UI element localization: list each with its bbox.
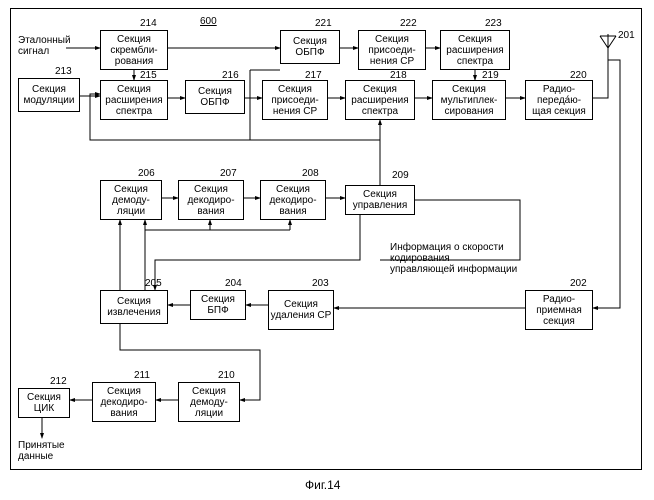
block-209: Секция управления: [345, 185, 415, 215]
num-209: 209: [392, 170, 409, 181]
title-ref: 600: [200, 16, 217, 27]
block-203: Секция удаления СР: [268, 290, 334, 330]
block-223: Секция расширения спектра: [440, 30, 510, 70]
num-211: 211: [134, 370, 150, 381]
num-203: 203: [312, 278, 329, 289]
num-215: 215: [140, 70, 157, 81]
block-218: Секция расширения спектра: [345, 80, 415, 120]
block-207: Секция декодиро- вания: [178, 180, 244, 220]
block-206: Секция демоду- ляции: [100, 180, 162, 220]
antenna-icon: [598, 34, 618, 62]
block-217: Секция присоеди- нения СР: [262, 80, 328, 120]
block-211: Секция декодиро- вания: [92, 382, 156, 422]
num-219: 219: [482, 70, 499, 81]
block-219: Секция мультиплек- сирования: [432, 80, 506, 120]
num-206: 206: [138, 168, 155, 179]
num-216: 216: [222, 70, 239, 81]
block-202: Радио- приемная секция: [525, 290, 593, 330]
block-208: Секция декодиро- вания: [260, 180, 326, 220]
num-201: 201: [618, 30, 635, 41]
num-210: 210: [218, 370, 235, 381]
input-label: Эталонный сигнал: [18, 35, 71, 57]
block-205: Секция извлечения: [100, 290, 168, 324]
block-212: Секция ЦИК: [18, 388, 70, 418]
block-215: Секция расширения спектра: [100, 80, 168, 120]
num-208: 208: [302, 168, 319, 179]
block-210: Секция демоду- ляции: [178, 382, 240, 422]
num-213: 213: [55, 66, 72, 77]
num-214: 214: [140, 18, 157, 29]
info-text: Информация о скорости кодирования управл…: [390, 242, 517, 275]
block-220: Радио- переда́ю- щая секция: [525, 80, 593, 120]
block-213: Секция модуляции: [18, 78, 80, 112]
num-207: 207: [220, 168, 237, 179]
num-202: 202: [570, 278, 587, 289]
num-221: 221: [315, 18, 332, 29]
block-204: Секция БПФ: [190, 290, 246, 320]
num-217: 217: [305, 70, 322, 81]
num-222: 222: [400, 18, 417, 29]
block-222: Секция присоеди- нения СР: [358, 30, 426, 70]
num-204: 204: [225, 278, 242, 289]
block-216: Секция ОБПФ: [185, 80, 245, 114]
block-214: Секция скрембли- рования: [100, 30, 168, 70]
num-212: 212: [50, 376, 67, 387]
output-label: Принятые данные: [18, 440, 65, 462]
num-220: 220: [570, 70, 587, 81]
num-223: 223: [485, 18, 502, 29]
block-221: Секция ОБПФ: [280, 30, 340, 64]
num-218: 218: [390, 70, 407, 81]
num-205: 205: [145, 278, 162, 289]
figure-caption: Фиг.14: [305, 478, 340, 492]
